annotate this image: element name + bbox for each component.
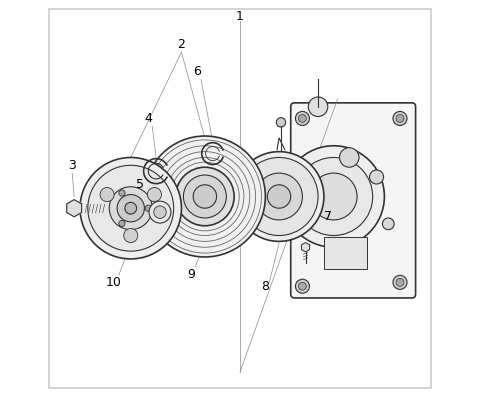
Polygon shape [301,242,310,252]
Text: 6: 6 [193,65,201,78]
Circle shape [109,187,152,230]
Circle shape [80,158,181,259]
Circle shape [145,205,151,211]
Circle shape [117,195,144,222]
Circle shape [193,185,216,208]
Circle shape [310,173,357,220]
Circle shape [396,279,404,286]
Circle shape [295,112,310,125]
Circle shape [308,97,328,116]
Circle shape [119,220,125,226]
Circle shape [299,114,306,122]
Circle shape [393,112,407,125]
Circle shape [100,187,114,202]
Circle shape [256,173,302,220]
Circle shape [339,148,359,167]
Circle shape [267,185,291,208]
Circle shape [183,175,227,218]
Circle shape [124,228,138,242]
Circle shape [370,170,384,184]
FancyBboxPatch shape [324,237,367,269]
Circle shape [276,118,286,127]
Circle shape [147,187,161,202]
Circle shape [283,146,384,247]
Circle shape [176,167,234,226]
Text: 8: 8 [262,280,269,293]
Circle shape [295,279,310,293]
Text: 5: 5 [136,178,144,191]
Circle shape [125,202,137,214]
Circle shape [88,165,174,251]
Circle shape [154,206,166,219]
FancyBboxPatch shape [291,103,416,298]
Text: 9: 9 [187,268,195,281]
Circle shape [149,201,171,223]
Circle shape [240,158,318,235]
Polygon shape [67,200,82,217]
Text: 10: 10 [105,276,121,289]
Text: 7: 7 [324,209,332,222]
Circle shape [144,136,265,257]
Text: 2: 2 [178,38,185,51]
Circle shape [299,282,306,290]
Text: 4: 4 [144,112,152,125]
Text: 3: 3 [68,159,76,172]
Text: 1: 1 [236,11,244,24]
Circle shape [234,152,324,241]
Circle shape [383,218,394,230]
Circle shape [119,190,125,196]
Circle shape [396,114,404,122]
Circle shape [393,275,407,289]
Circle shape [295,158,372,235]
